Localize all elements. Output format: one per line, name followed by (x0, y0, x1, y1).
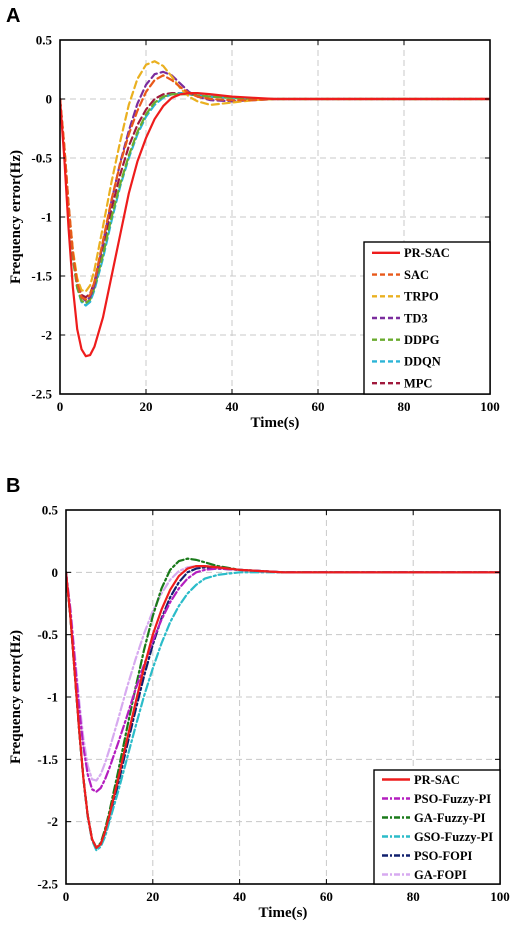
y-axis-label: Frequency error(Hz) (8, 630, 24, 764)
y-tick-label: -2 (47, 814, 58, 829)
x-tick-label: 80 (398, 399, 411, 414)
legend: PR-SAC SAC TRPO TD3 DDPG DDQN MPC (363, 241, 491, 395)
legend-label: PSO-Fuzzy-PI (414, 792, 491, 806)
legend-label: PR-SAC (414, 773, 460, 787)
legend: PR-SAC PSO-Fuzzy-PI GA-Fuzzy-PI GSO-Fuzzy-P… (373, 769, 501, 885)
chart-panel-b: B 0 20 40 60 80 100 0.5 0 -0.5 -1 -1.5 -2 -2.5 Time(s)… (6, 475, 510, 921)
chart-panel-a: A 0 20 40 60 80 100 0.5 0 -0.5 -1 -1.5 -2 -2.5 Time(s)… (6, 5, 500, 431)
series-line-pr-sac (60, 92, 490, 358)
series-line-ddpg (60, 93, 490, 305)
legend-label: PSO-FOPI (414, 849, 472, 863)
y-tick-label: -0.5 (31, 151, 52, 166)
y-tick-label: -2.5 (37, 877, 58, 892)
x-tick-label: 80 (407, 889, 420, 904)
panel-letter: B (6, 475, 20, 497)
x-tick-label: 20 (140, 399, 153, 414)
y-tick-label: 0 (52, 565, 59, 580)
y-axis-label: Frequency error(Hz) (8, 150, 24, 284)
y-tick-label: -1.5 (37, 752, 58, 767)
y-tick-label: -0.5 (37, 627, 58, 642)
series-line-pr-sac (66, 565, 500, 849)
legend-box (373, 769, 501, 885)
legend-label: GA-FOPI (414, 868, 467, 882)
series-line-pso-fuzzy-pi (66, 567, 500, 793)
legend-label: TRPO (404, 290, 439, 304)
legend-label: DDQN (404, 355, 441, 369)
x-axis-label: Time(s) (251, 415, 300, 431)
x-tick-label: 60 (320, 889, 333, 904)
x-tick-label: 20 (146, 889, 159, 904)
y-tick-label: -2 (41, 328, 52, 343)
legend-label: SAC (404, 268, 429, 282)
x-tick-label: 100 (480, 399, 500, 414)
legend-label: PR-SAC (404, 246, 450, 260)
y-tick-label: 0 (46, 92, 53, 107)
x-tick-label: 100 (490, 889, 510, 904)
x-tick-label: 0 (63, 889, 70, 904)
y-tick-label: -1 (47, 690, 58, 705)
legend-label: DDPG (404, 333, 440, 347)
series-line-trpo (60, 60, 490, 293)
y-tick-label: -1.5 (31, 269, 52, 284)
y-tick-label: 0.5 (36, 33, 53, 48)
y-tick-label: -2.5 (31, 387, 52, 402)
x-axis-label: Time(s) (259, 905, 308, 921)
legend-label: TD3 (404, 311, 428, 325)
x-tick-label: 60 (312, 399, 325, 414)
y-tick-label: 0.5 (42, 503, 59, 518)
panel-letter: A (6, 5, 20, 27)
legend-label: GSO-Fuzzy-PI (414, 830, 493, 844)
x-tick-label: 40 (226, 399, 239, 414)
series-line-ga-fopi (66, 565, 500, 782)
legend-label: GA-Fuzzy-PI (414, 811, 486, 825)
legend-label: MPC (404, 376, 432, 390)
x-tick-label: 40 (233, 889, 246, 904)
y-tick-label: -1 (41, 210, 52, 225)
x-tick-label: 0 (57, 399, 64, 414)
series-line-sac (60, 74, 490, 301)
